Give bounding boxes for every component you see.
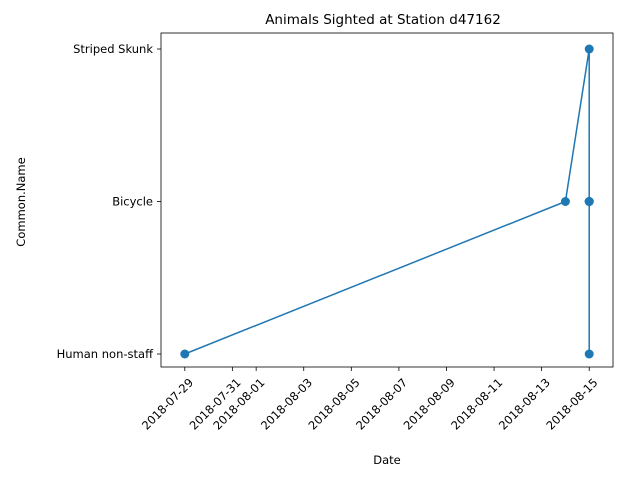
plot-area: 2018-07-292018-07-312018-08-012018-08-03… (57, 32, 614, 433)
y-tick-label-2: Striped Skunk (73, 42, 153, 56)
y-tick-label-1: Bicycle (112, 195, 153, 209)
y-axis-label: Common.Name (14, 157, 28, 246)
data-point-2 (584, 44, 594, 54)
series-line (184, 48, 590, 355)
x-tick-label-9: 2018-08-15 (543, 375, 600, 432)
data-point-6 (584, 349, 594, 359)
data-point-5 (584, 197, 594, 206)
data-point-0 (180, 349, 190, 359)
y-tick-label-0: Human non-staff (57, 347, 154, 361)
data-point-1 (560, 197, 570, 206)
chart-title: Animals Sighted at Station d47162 (265, 12, 501, 28)
x-axis-label: Date (373, 453, 401, 467)
axes-frame (160, 32, 614, 368)
